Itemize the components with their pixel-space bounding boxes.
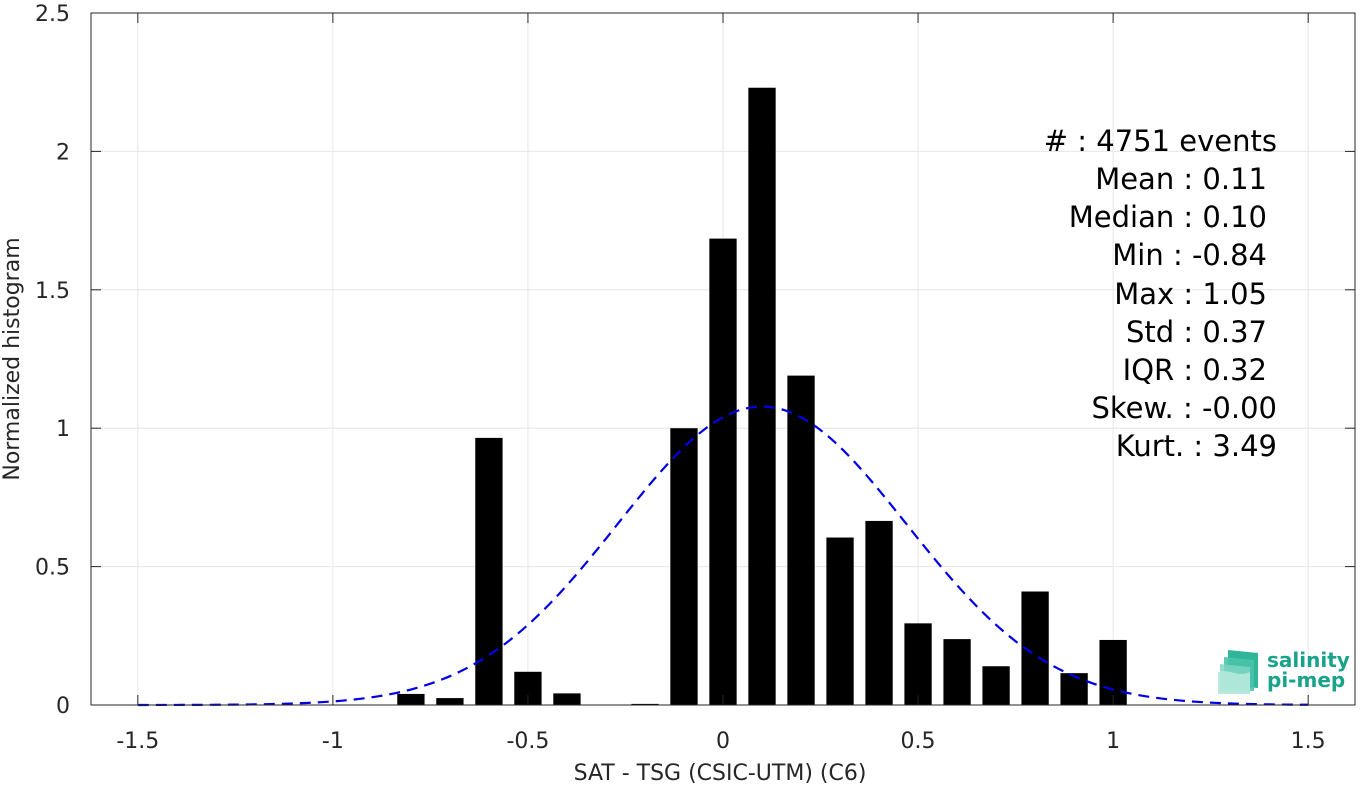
x-tick-label: 0 xyxy=(716,729,730,754)
axis-ticks xyxy=(91,12,1355,706)
logo-line2: pi-mep xyxy=(1267,668,1345,692)
stat-median: Median : 0.10 xyxy=(1069,200,1267,234)
histogram-bar xyxy=(475,437,503,705)
stat-min-label: Min : xyxy=(1112,238,1182,272)
histogram-bar xyxy=(631,703,659,705)
x-tick-labels: -1.5 -1 -0.5 0 0.5 1 1.5 xyxy=(116,729,1325,754)
histogram-bar xyxy=(1060,673,1088,705)
stat-max-label: Max : xyxy=(1114,277,1193,311)
histogram-bar xyxy=(826,537,854,705)
stat-skew: Skew. : -0.00 xyxy=(1091,391,1277,425)
stat-mean: Mean : 0.11 xyxy=(1095,162,1267,196)
histogram-bar xyxy=(709,238,737,706)
stat-kurt-value: 3.49 xyxy=(1212,429,1277,463)
stat-min: Min : -0.84 xyxy=(1112,238,1267,272)
stat-kurt: Kurt. : 3.49 xyxy=(1116,429,1277,463)
x-tick-label: 1 xyxy=(1106,729,1120,754)
y-tick-label: 1 xyxy=(56,417,70,442)
stat-skew-label: Skew. : xyxy=(1091,391,1192,425)
y-tick-label: 0 xyxy=(56,694,70,719)
y-tick-labels: 0 0.5 1 1.5 2 2.5 xyxy=(35,2,70,719)
stat-max-value: 1.05 xyxy=(1202,277,1267,311)
stat-std-label: Std : xyxy=(1126,315,1193,349)
histogram-bar xyxy=(865,520,893,705)
logo-line1: salinity xyxy=(1267,648,1350,672)
stat-max: Max : 1.05 xyxy=(1114,277,1267,311)
y-axis-label: Normalized histogram xyxy=(0,237,25,480)
stat-mean-value: 0.11 xyxy=(1202,162,1267,196)
stat-std-value: 0.37 xyxy=(1202,315,1267,349)
histogram-bar xyxy=(553,693,581,705)
stat-std: Std : 0.37 xyxy=(1126,315,1267,349)
stat-iqr: IQR : 0.32 xyxy=(1123,353,1267,387)
stat-kurt-label: Kurt. : xyxy=(1116,429,1203,463)
salinity-pi-mep-logo: salinity pi-mep xyxy=(1218,648,1350,694)
y-tick-label: 0.5 xyxy=(35,556,70,581)
y-tick-label: 1.5 xyxy=(35,279,70,304)
histogram-bar xyxy=(748,87,776,705)
histogram-bar xyxy=(436,698,464,705)
logo-wave-icon xyxy=(1218,650,1258,694)
stat-count-label: # : xyxy=(1044,124,1087,158)
histogram-bar xyxy=(943,639,971,705)
stat-count: # : 4751 events xyxy=(1044,124,1277,158)
stat-median-value: 0.10 xyxy=(1202,200,1267,234)
histogram-bar xyxy=(1099,639,1127,705)
x-tick-label: -1 xyxy=(322,729,344,754)
stat-skew-value: -0.00 xyxy=(1202,391,1277,425)
x-tick-label: 1.5 xyxy=(1291,729,1326,754)
stat-iqr-value: 0.32 xyxy=(1202,353,1267,387)
histogram-bar xyxy=(904,623,932,705)
statistics-box: # : 4751 events Mean : 0.11 Median : 0.1… xyxy=(1044,124,1277,463)
histogram-bar xyxy=(982,666,1010,705)
stat-median-label: Median : xyxy=(1069,200,1193,234)
y-tick-label: 2.5 xyxy=(35,2,70,27)
x-axis-label: SAT - TSG (CSIC-UTM) (C6) xyxy=(574,761,867,785)
stat-mean-label: Mean : xyxy=(1095,162,1193,196)
histogram-bar xyxy=(397,693,425,705)
gaussian-fit-curve xyxy=(137,405,1309,707)
stat-iqr-label: IQR : xyxy=(1123,353,1194,387)
histogram-bar xyxy=(670,428,698,705)
stat-min-value: -0.84 xyxy=(1192,238,1267,272)
x-tick-label: 0.5 xyxy=(901,729,936,754)
y-tick-label: 2 xyxy=(56,140,70,165)
histogram-bar xyxy=(787,375,815,705)
x-tick-label: -1.5 xyxy=(116,729,159,754)
stat-count-value: 4751 events xyxy=(1096,124,1277,158)
x-tick-label: -0.5 xyxy=(506,729,549,754)
